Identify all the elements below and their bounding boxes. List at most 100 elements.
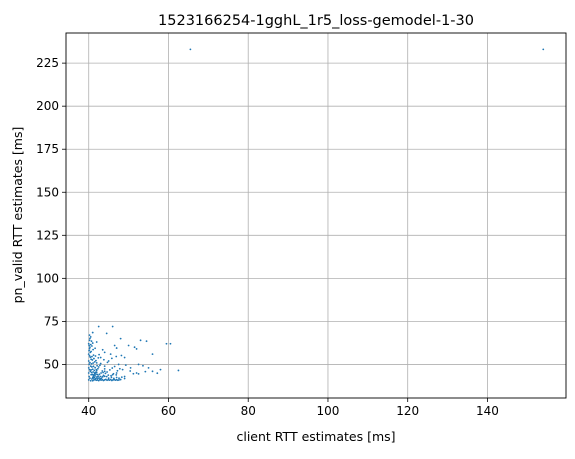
data-point: [113, 344, 116, 347]
data-point: [96, 367, 99, 370]
y-tick-label: 75: [44, 314, 59, 328]
data-point: [177, 369, 180, 372]
data-point: [117, 363, 120, 366]
data-point: [132, 372, 135, 375]
data-point: [113, 365, 116, 368]
data-point: [102, 374, 105, 377]
data-point: [97, 356, 100, 359]
data-point: [88, 349, 91, 352]
data-point: [189, 48, 192, 51]
data-point: [89, 343, 92, 346]
data-point: [93, 369, 96, 372]
data-point: [96, 375, 99, 378]
data-point: [98, 364, 101, 367]
data-point: [118, 367, 121, 370]
data-point: [90, 363, 93, 365]
data-point: [95, 361, 98, 364]
data-point: [144, 370, 147, 373]
data-point: [105, 332, 108, 335]
data-point: [103, 365, 106, 368]
data-point: [106, 371, 108, 373]
data-point: [129, 366, 132, 369]
data-point: [91, 368, 94, 371]
data-point: [115, 347, 118, 349]
chart-title: 1523166254-1gghL_1r5_loss-gemodel-1-30: [158, 13, 474, 29]
data-point: [110, 374, 112, 377]
data-point: [102, 371, 104, 374]
data-point: [99, 356, 102, 359]
data-point: [89, 377, 91, 380]
data-point: [94, 355, 97, 357]
y-tick-label: 100: [36, 271, 59, 285]
data-point: [133, 346, 136, 349]
data-point: [95, 371, 98, 374]
data-point: [91, 359, 94, 361]
x-axis-label: client RTT estimates [ms]: [236, 429, 395, 444]
y-tick-label: 200: [36, 99, 59, 113]
data-point: [91, 331, 94, 334]
data-point: [98, 373, 101, 376]
data-point: [124, 364, 127, 367]
data-point: [110, 357, 113, 360]
y-axis-ticks: 50 75 100 125 150 175 200 225: [36, 56, 66, 371]
data-point: [106, 361, 109, 364]
data-point: [90, 371, 93, 374]
data-point: [94, 366, 97, 369]
data-point: [118, 377, 120, 380]
data-point: [87, 379, 90, 381]
data-point: [145, 340, 148, 343]
data-point: [88, 334, 91, 337]
data-point: [98, 353, 100, 356]
data-point: [156, 372, 159, 375]
data-point: [95, 359, 97, 362]
data-point: [92, 362, 95, 364]
x-tick-label: 120: [396, 404, 419, 418]
data-point: [165, 342, 168, 345]
data-point: [135, 372, 138, 374]
data-point: [99, 375, 102, 378]
grid-lines: [66, 33, 566, 398]
data-point: [101, 348, 104, 351]
x-axis-ticks: 40 60 80 100 120 140: [81, 398, 499, 418]
x-tick-label: 140: [476, 404, 499, 418]
data-point: [88, 344, 91, 347]
x-tick-label: 80: [241, 404, 256, 418]
data-point: [92, 365, 95, 368]
data-point: [93, 371, 96, 374]
data-point: [121, 368, 124, 371]
data-point: [123, 377, 126, 380]
data-point: [94, 347, 97, 350]
data-point: [89, 361, 91, 364]
data-point: [137, 363, 140, 366]
data-point: [115, 355, 118, 358]
data-point: [88, 347, 91, 350]
data-point: [110, 376, 113, 379]
data-point: [95, 368, 98, 371]
data-point: [111, 367, 114, 369]
data-point: [107, 377, 110, 380]
data-point: [88, 339, 91, 342]
data-point: [169, 342, 172, 345]
data-point: [104, 372, 107, 375]
data-point: [90, 340, 93, 343]
y-tick-label: 225: [36, 56, 59, 70]
data-point: [103, 370, 106, 373]
data-point: [118, 379, 120, 381]
data-point: [89, 356, 92, 359]
data-point: [87, 372, 90, 374]
data-point: [89, 335, 92, 338]
y-axis-label: pn_valid RTT estimates [ms]: [10, 127, 25, 304]
data-point: [142, 364, 144, 367]
data-point: [88, 368, 91, 371]
data-point: [97, 366, 100, 368]
data-point: [127, 344, 130, 347]
x-tick-label: 100: [317, 404, 340, 418]
data-point: [123, 356, 126, 359]
x-tick-label: 60: [161, 404, 176, 418]
data-point: [101, 370, 104, 372]
y-tick-label: 125: [36, 228, 59, 242]
data-point: [101, 375, 104, 378]
data-point: [91, 345, 93, 347]
